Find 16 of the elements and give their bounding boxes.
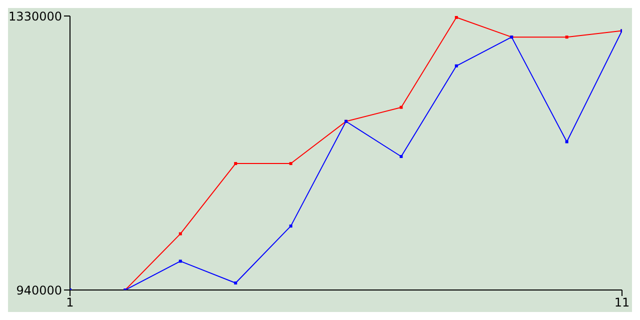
point	[289, 162, 292, 166]
point	[178, 260, 182, 263]
point	[400, 155, 403, 158]
point	[234, 162, 238, 166]
point	[565, 140, 568, 144]
x-tick-label: 1	[66, 296, 74, 310]
y-tick-label: 940000	[16, 283, 62, 298]
point	[289, 224, 292, 228]
point	[178, 232, 182, 236]
x-tick-label: 11	[614, 296, 630, 310]
point	[400, 106, 403, 109]
point	[565, 36, 568, 39]
point	[454, 16, 458, 19]
point	[234, 281, 238, 284]
point	[454, 64, 458, 68]
y-tick-label: 1330000	[8, 9, 62, 24]
